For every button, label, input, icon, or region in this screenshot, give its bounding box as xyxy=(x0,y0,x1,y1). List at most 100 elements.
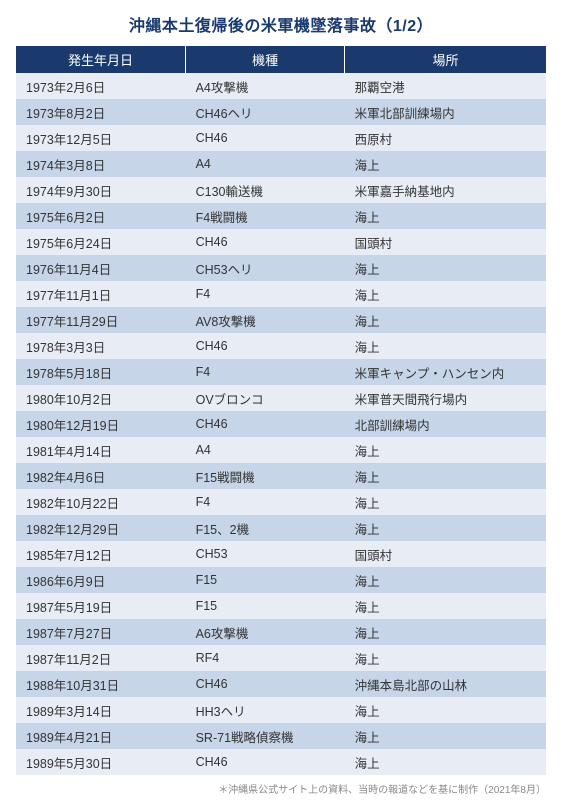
table-row: 1987年7月27日A6攻撃機海上 xyxy=(16,619,546,645)
table-row: 1977年11月29日AV8攻撃機海上 xyxy=(16,307,546,333)
table-row: 1989年3月14日HH3ヘリ海上 xyxy=(16,697,546,723)
table-row: 1975年6月2日F4戦闘機海上 xyxy=(16,203,546,229)
table-cell: CH46 xyxy=(186,671,345,697)
table-cell: 海上 xyxy=(345,307,546,333)
table-cell: 海上 xyxy=(345,593,546,619)
table-cell: 1978年5月18日 xyxy=(16,359,186,385)
table-cell: CH46 xyxy=(186,125,345,151)
table-cell: 那覇空港 xyxy=(345,73,546,99)
table-cell: 1985年7月12日 xyxy=(16,541,186,567)
table-row: 1977年11月1日F4海上 xyxy=(16,281,546,307)
table-cell: F15 xyxy=(186,593,345,619)
table-cell: CH46ヘリ xyxy=(186,99,345,125)
table-cell: 1977年11月29日 xyxy=(16,307,186,333)
table-row: 1974年3月8日A4海上 xyxy=(16,151,546,177)
table-cell: 海上 xyxy=(345,749,546,775)
table-cell: F4戦闘機 xyxy=(186,203,345,229)
table-row: 1987年5月19日F15海上 xyxy=(16,593,546,619)
table-cell: CH46 xyxy=(186,411,345,437)
table-cell: 海上 xyxy=(345,255,546,281)
table-cell: 海上 xyxy=(345,151,546,177)
table-cell: 1987年5月19日 xyxy=(16,593,186,619)
table-row: 1976年11月4日CH53ヘリ海上 xyxy=(16,255,546,281)
table-cell: 海上 xyxy=(345,619,546,645)
table-cell: 海上 xyxy=(345,463,546,489)
table-row: 1988年10月31日CH46沖縄本島北部の山林 xyxy=(16,671,546,697)
table-cell: 米軍普天間飛行場内 xyxy=(345,385,546,411)
table-cell: C130輸送機 xyxy=(186,177,345,203)
table-cell: 1973年8月2日 xyxy=(16,99,186,125)
table-row: 1987年11月2日RF4海上 xyxy=(16,645,546,671)
table-row: 1975年6月24日CH46国頭村 xyxy=(16,229,546,255)
table-cell: RF4 xyxy=(186,645,345,671)
table-row: 1985年7月12日CH53国頭村 xyxy=(16,541,546,567)
table-cell: 国頭村 xyxy=(345,229,546,255)
table-container: 沖縄本土復帰後の米軍機墜落事故（1/2） 発生年月日 機種 場所 1973年2月… xyxy=(0,0,562,808)
table-cell: 1987年7月27日 xyxy=(16,619,186,645)
table-cell: HH3ヘリ xyxy=(186,697,345,723)
table-cell: CH46 xyxy=(186,749,345,775)
table-row: 1978年3月3日CH46海上 xyxy=(16,333,546,359)
table-row: 1980年10月2日OVブロンコ米軍普天間飛行場内 xyxy=(16,385,546,411)
table-cell: 海上 xyxy=(345,437,546,463)
table-cell: 海上 xyxy=(345,697,546,723)
table-cell: 1980年12月19日 xyxy=(16,411,186,437)
table-cell: 1980年10月2日 xyxy=(16,385,186,411)
table-row: 1986年6月9日F15海上 xyxy=(16,567,546,593)
table-cell: 1982年10月22日 xyxy=(16,489,186,515)
crash-table: 発生年月日 機種 場所 1973年2月6日A4攻撃機那覇空港1973年8月2日C… xyxy=(16,46,546,775)
table-row: 1973年8月2日CH46ヘリ米軍北部訓練場内 xyxy=(16,99,546,125)
table-cell: 海上 xyxy=(345,515,546,541)
table-cell: AV8攻撃機 xyxy=(186,307,345,333)
table-cell: 海上 xyxy=(345,281,546,307)
table-cell: 1989年3月14日 xyxy=(16,697,186,723)
table-row: 1973年12月5日CH46西原村 xyxy=(16,125,546,151)
table-cell: 米軍キャンプ・ハンセン内 xyxy=(345,359,546,385)
table-cell: 米軍嘉手納基地内 xyxy=(345,177,546,203)
table-cell: 沖縄本島北部の山林 xyxy=(345,671,546,697)
table-row: 1982年4月6日F15戦闘機海上 xyxy=(16,463,546,489)
table-cell: 海上 xyxy=(345,203,546,229)
table-row: 1982年10月22日F4海上 xyxy=(16,489,546,515)
table-cell: 1989年5月30日 xyxy=(16,749,186,775)
table-cell: 1978年3月3日 xyxy=(16,333,186,359)
table-row: 1980年12月19日CH46北部訓練場内 xyxy=(16,411,546,437)
table-cell: 1974年3月8日 xyxy=(16,151,186,177)
table-row: 1989年4月21日SR-71戦略偵察機海上 xyxy=(16,723,546,749)
footnote: ＊沖縄県公式サイト上の資料、当時の報道などを基に制作（2021年8月） xyxy=(16,781,546,796)
table-cell: 1973年12月5日 xyxy=(16,125,186,151)
table-cell: 西原村 xyxy=(345,125,546,151)
table-cell: 1974年9月30日 xyxy=(16,177,186,203)
table-cell: 海上 xyxy=(345,567,546,593)
table-cell: 1981年4月14日 xyxy=(16,437,186,463)
table-cell: F15、2機 xyxy=(186,515,345,541)
table-cell: 1977年11月1日 xyxy=(16,281,186,307)
table-cell: F4 xyxy=(186,359,345,385)
table-cell: CH53 xyxy=(186,541,345,567)
header-place: 場所 xyxy=(345,46,546,73)
table-cell: 1975年6月2日 xyxy=(16,203,186,229)
table-row: 1973年2月6日A4攻撃機那覇空港 xyxy=(16,73,546,99)
table-cell: 1987年11月2日 xyxy=(16,645,186,671)
table-cell: 米軍北部訓練場内 xyxy=(345,99,546,125)
header-date: 発生年月日 xyxy=(16,46,186,73)
table-cell: F15 xyxy=(186,567,345,593)
header-type: 機種 xyxy=(186,46,345,73)
table-cell: 1976年11月4日 xyxy=(16,255,186,281)
table-cell: CH46 xyxy=(186,333,345,359)
page-title: 沖縄本土復帰後の米軍機墜落事故（1/2） xyxy=(16,12,546,36)
table-cell: A4 xyxy=(186,437,345,463)
table-cell: A4攻撃機 xyxy=(186,73,345,99)
table-cell: 1986年6月9日 xyxy=(16,567,186,593)
table-cell: 1989年4月21日 xyxy=(16,723,186,749)
table-cell: A6攻撃機 xyxy=(186,619,345,645)
table-cell: CH46 xyxy=(186,229,345,255)
table-row: 1981年4月14日A4海上 xyxy=(16,437,546,463)
table-cell: 1988年10月31日 xyxy=(16,671,186,697)
table-cell: 海上 xyxy=(345,333,546,359)
table-cell: 1973年2月6日 xyxy=(16,73,186,99)
table-cell: F15戦闘機 xyxy=(186,463,345,489)
table-row: 1978年5月18日F4米軍キャンプ・ハンセン内 xyxy=(16,359,546,385)
header-row: 発生年月日 機種 場所 xyxy=(16,46,546,73)
table-cell: F4 xyxy=(186,489,345,515)
